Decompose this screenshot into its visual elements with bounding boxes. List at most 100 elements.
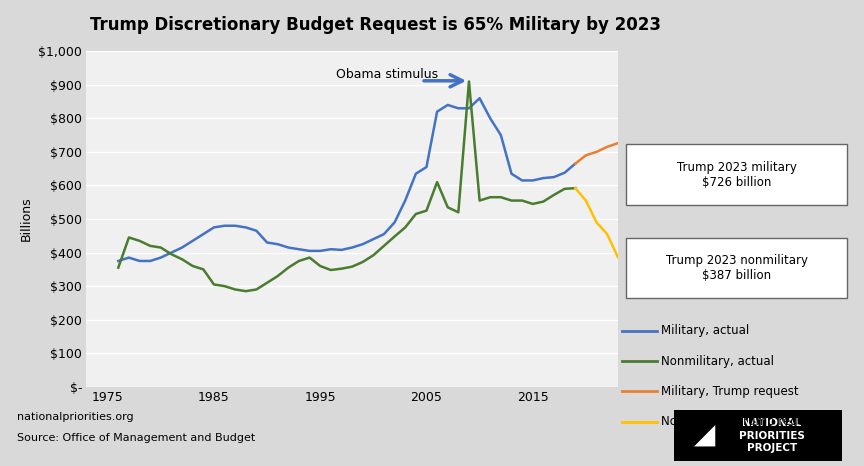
Military, actual: [442, 102, 453, 108]
Military, Trump request: [602, 144, 613, 150]
Nonmilitary, actual: [432, 179, 442, 185]
Military, actual: [390, 219, 400, 225]
Military, actual: [315, 248, 326, 254]
Military, actual: [549, 174, 559, 180]
Nonmilitary, actual: [198, 267, 208, 272]
Nonmilitary, actual: [219, 283, 230, 289]
Military, actual: [272, 241, 283, 247]
Text: Trump 2023 nonmilitary
$387 billion: Trump 2023 nonmilitary $387 billion: [665, 254, 808, 282]
Nonmilitary, actual: [496, 194, 506, 200]
Military, actual: [198, 231, 208, 237]
Nonmilitary, actual: [315, 263, 326, 269]
Line: Nonmilitary, actual: Nonmilitary, actual: [118, 82, 575, 291]
Text: Source: Office of Management and Budget: Source: Office of Management and Budget: [17, 433, 256, 443]
Military, actual: [304, 248, 314, 254]
Nonmilitary, actual: [549, 192, 559, 198]
Nonmilitary, actual: [230, 287, 240, 292]
Nonmilitary, actual: [135, 238, 145, 244]
Military, actual: [219, 223, 230, 228]
Nonmilitary, actual: [400, 225, 410, 230]
Line: Military, Trump request: Military, Trump request: [575, 143, 618, 164]
Military, actual: [570, 161, 581, 166]
Nonmilitary, actual: [442, 205, 453, 210]
Military, actual: [410, 171, 421, 177]
Military, actual: [166, 250, 176, 255]
Military, actual: [358, 241, 368, 247]
Nonmilitary, actual: [474, 198, 485, 203]
Nonmilitary, Trump request: [613, 254, 623, 260]
Nonmilitary, actual: [326, 267, 336, 273]
Military, actual: [368, 236, 378, 242]
Nonmilitary, actual: [517, 198, 527, 203]
Nonmilitary, actual: [410, 211, 421, 217]
Text: Military, actual: Military, actual: [661, 324, 749, 337]
Nonmilitary, Trump request: [602, 231, 613, 237]
Military, actual: [454, 105, 464, 111]
Text: NATIONAL
PRIORITIES
PROJECT: NATIONAL PRIORITIES PROJECT: [739, 418, 804, 453]
Military, actual: [347, 245, 358, 250]
Nonmilitary, actual: [283, 265, 294, 270]
Military, actual: [135, 258, 145, 264]
Military, actual: [422, 164, 432, 170]
Nonmilitary, Trump request: [570, 185, 581, 191]
Nonmilitary, actual: [528, 201, 538, 207]
Nonmilitary, actual: [368, 253, 378, 258]
Nonmilitary, actual: [570, 185, 581, 191]
Nonmilitary, Trump request: [591, 219, 601, 225]
Nonmilitary, actual: [358, 259, 368, 265]
Military, actual: [474, 96, 485, 101]
Line: Nonmilitary, Trump request: Nonmilitary, Trump request: [575, 188, 618, 257]
Military, actual: [506, 171, 517, 177]
Military, actual: [517, 178, 527, 183]
Nonmilitary, actual: [422, 208, 432, 213]
Line: Military, actual: Military, actual: [118, 98, 575, 261]
Military, actual: [378, 231, 389, 237]
Military, actual: [177, 245, 187, 250]
Nonmilitary, actual: [251, 287, 262, 292]
Military, Trump request: [591, 149, 601, 155]
Nonmilitary, actual: [378, 243, 389, 249]
Text: Nonmilitary, Trump request: Nonmilitary, Trump request: [661, 415, 823, 428]
Nonmilitary, actual: [124, 235, 134, 240]
Nonmilitary, actual: [272, 273, 283, 279]
Military, actual: [336, 247, 346, 253]
Nonmilitary, actual: [560, 186, 570, 192]
Nonmilitary, actual: [485, 194, 495, 200]
Military, actual: [400, 198, 410, 203]
Military, actual: [538, 175, 549, 181]
Nonmilitary, actual: [347, 264, 358, 269]
Military, actual: [230, 223, 240, 228]
Nonmilitary, actual: [156, 245, 166, 250]
Text: ◢: ◢: [694, 421, 715, 449]
Nonmilitary, actual: [113, 265, 124, 270]
Nonmilitary, actual: [390, 233, 400, 239]
Nonmilitary, actual: [304, 255, 314, 260]
Nonmilitary, Trump request: [581, 198, 591, 203]
Nonmilitary, actual: [464, 79, 474, 84]
Text: Trump Discretionary Budget Request is 65% Military by 2023: Trump Discretionary Budget Request is 65…: [91, 16, 661, 34]
Military, actual: [464, 105, 474, 111]
Military, actual: [113, 258, 124, 264]
Nonmilitary, actual: [506, 198, 517, 203]
Military, actual: [326, 247, 336, 252]
Y-axis label: Billions: Billions: [20, 197, 33, 241]
Military, Trump request: [570, 161, 581, 166]
Nonmilitary, actual: [262, 280, 272, 286]
Military, Trump request: [613, 140, 623, 146]
Military, actual: [251, 228, 262, 233]
Nonmilitary, actual: [336, 266, 346, 272]
Military, actual: [496, 132, 506, 138]
Nonmilitary, actual: [209, 281, 219, 287]
Nonmilitary, actual: [145, 243, 156, 249]
Text: Obama stimulus: Obama stimulus: [336, 68, 438, 81]
Text: Trump 2023 military
$726 billion: Trump 2023 military $726 billion: [677, 161, 797, 189]
Military, actual: [294, 247, 304, 252]
Nonmilitary, actual: [538, 199, 549, 205]
Nonmilitary, actual: [294, 258, 304, 264]
Military, actual: [432, 109, 442, 115]
Military, actual: [560, 170, 570, 176]
Military, actual: [156, 255, 166, 260]
Military, actual: [187, 238, 198, 244]
Military, actual: [485, 116, 495, 121]
Military, actual: [241, 225, 251, 230]
